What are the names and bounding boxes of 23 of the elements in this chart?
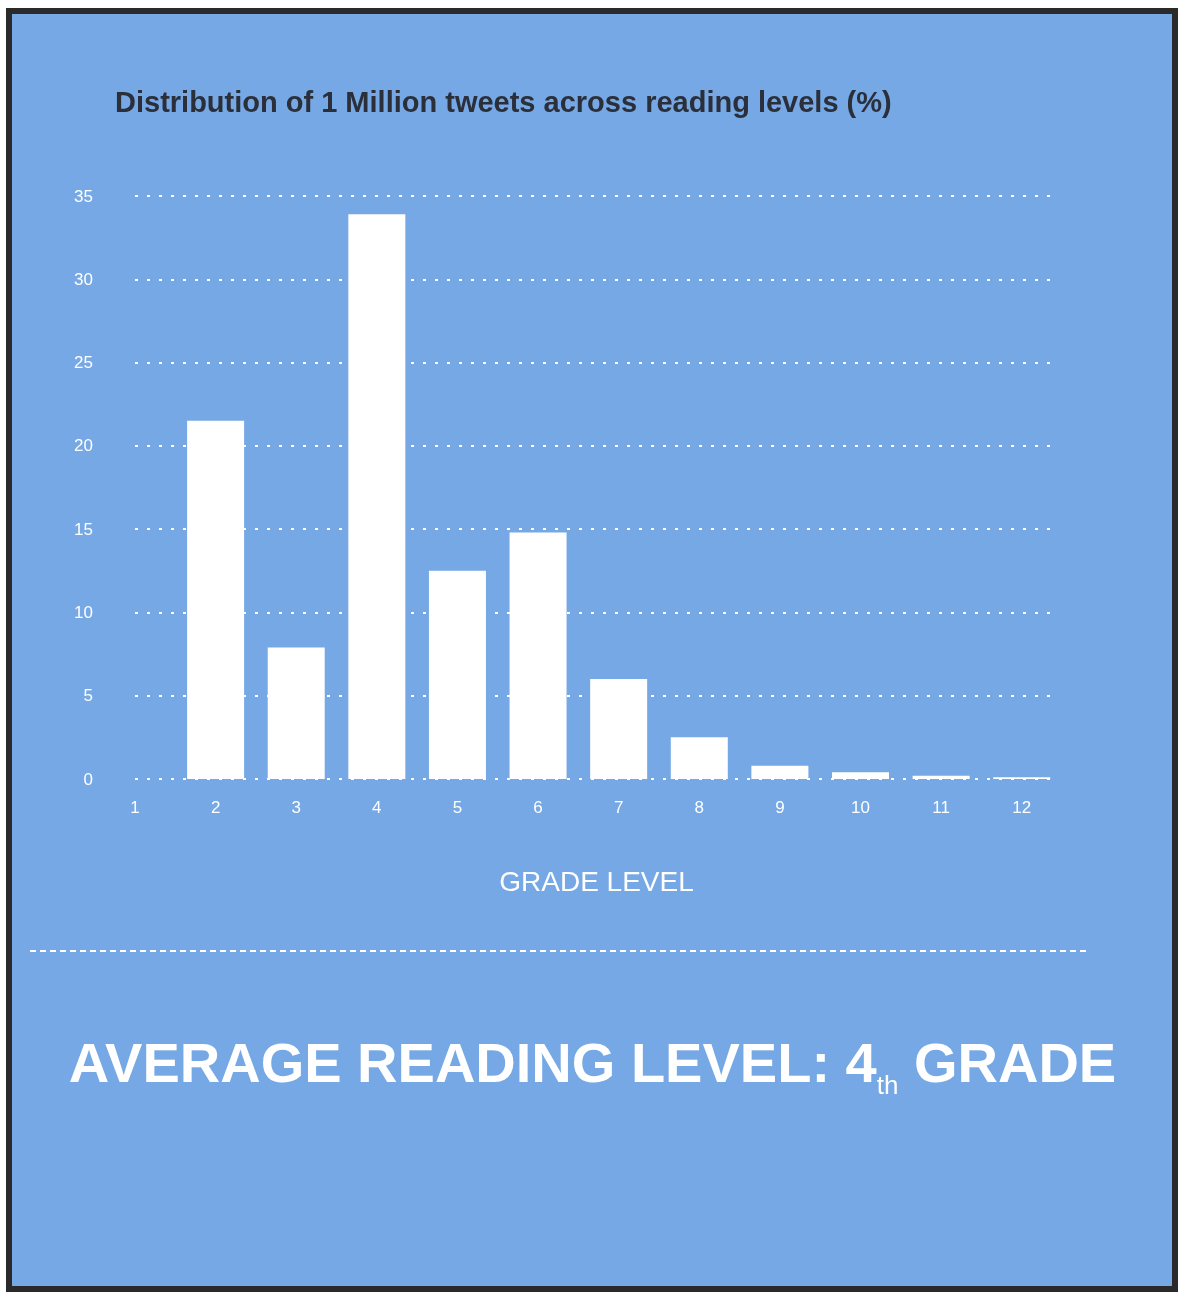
x-tick-label: 12 [1012, 798, 1032, 817]
text: AVERAGE READING LEVEL: 4$_{th}$ GRADE [67, 1030, 1118, 1102]
y-tick-label: 30 [74, 269, 93, 289]
x-tick-label: 8 [694, 798, 705, 817]
x-tick-label: 4 [372, 798, 382, 817]
x-tick-label: 11 [932, 798, 950, 817]
chart-title: Distribution of 1 Million tweets across reading levels (%) [115, 85, 892, 118]
x-tick-label: 5 [452, 798, 463, 817]
y-tick-label: 15 [74, 519, 93, 539]
y-tick-label: 5 [83, 686, 93, 706]
y-tick-label: 0 [83, 769, 93, 789]
y-tick-label: 25 [74, 353, 93, 373]
y-tick-label: 35 [74, 186, 93, 206]
x-tick-label: 9 [775, 798, 785, 817]
x-axis-title: GRADE LEVEL [499, 865, 694, 897]
x-tick-label: 3 [291, 798, 301, 817]
x-tick-label: 2 [210, 798, 221, 817]
x-tick-label: 7 [613, 798, 624, 817]
x-tick-label: 10 [851, 798, 870, 817]
y-tick-label: 20 [74, 436, 93, 456]
x-tick-label: 6 [533, 798, 543, 817]
y-tick-label: 10 [74, 602, 93, 622]
x-tick-label: 1 [130, 798, 140, 817]
